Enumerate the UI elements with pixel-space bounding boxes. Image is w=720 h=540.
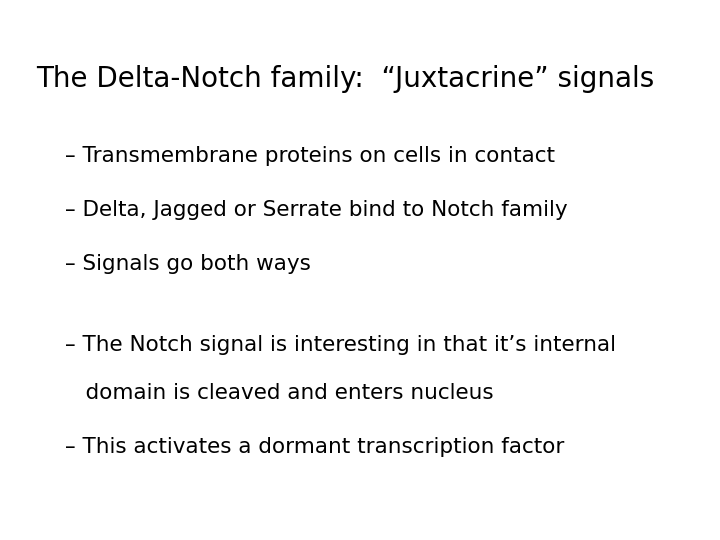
Text: – Transmembrane proteins on cells in contact: – Transmembrane proteins on cells in con… — [65, 146, 555, 166]
Text: – This activates a dormant transcription factor: – This activates a dormant transcription… — [65, 437, 564, 457]
Text: The Delta-Notch family:  “Juxtacrine” signals: The Delta-Notch family: “Juxtacrine” sig… — [36, 65, 654, 93]
Text: – Delta, Jagged or Serrate bind to Notch family: – Delta, Jagged or Serrate bind to Notch… — [65, 200, 567, 220]
Text: – The Notch signal is interesting in that it’s internal: – The Notch signal is interesting in tha… — [65, 335, 616, 355]
Text: domain is cleaved and enters nucleus: domain is cleaved and enters nucleus — [65, 383, 493, 403]
Text: – Signals go both ways: – Signals go both ways — [65, 254, 310, 274]
